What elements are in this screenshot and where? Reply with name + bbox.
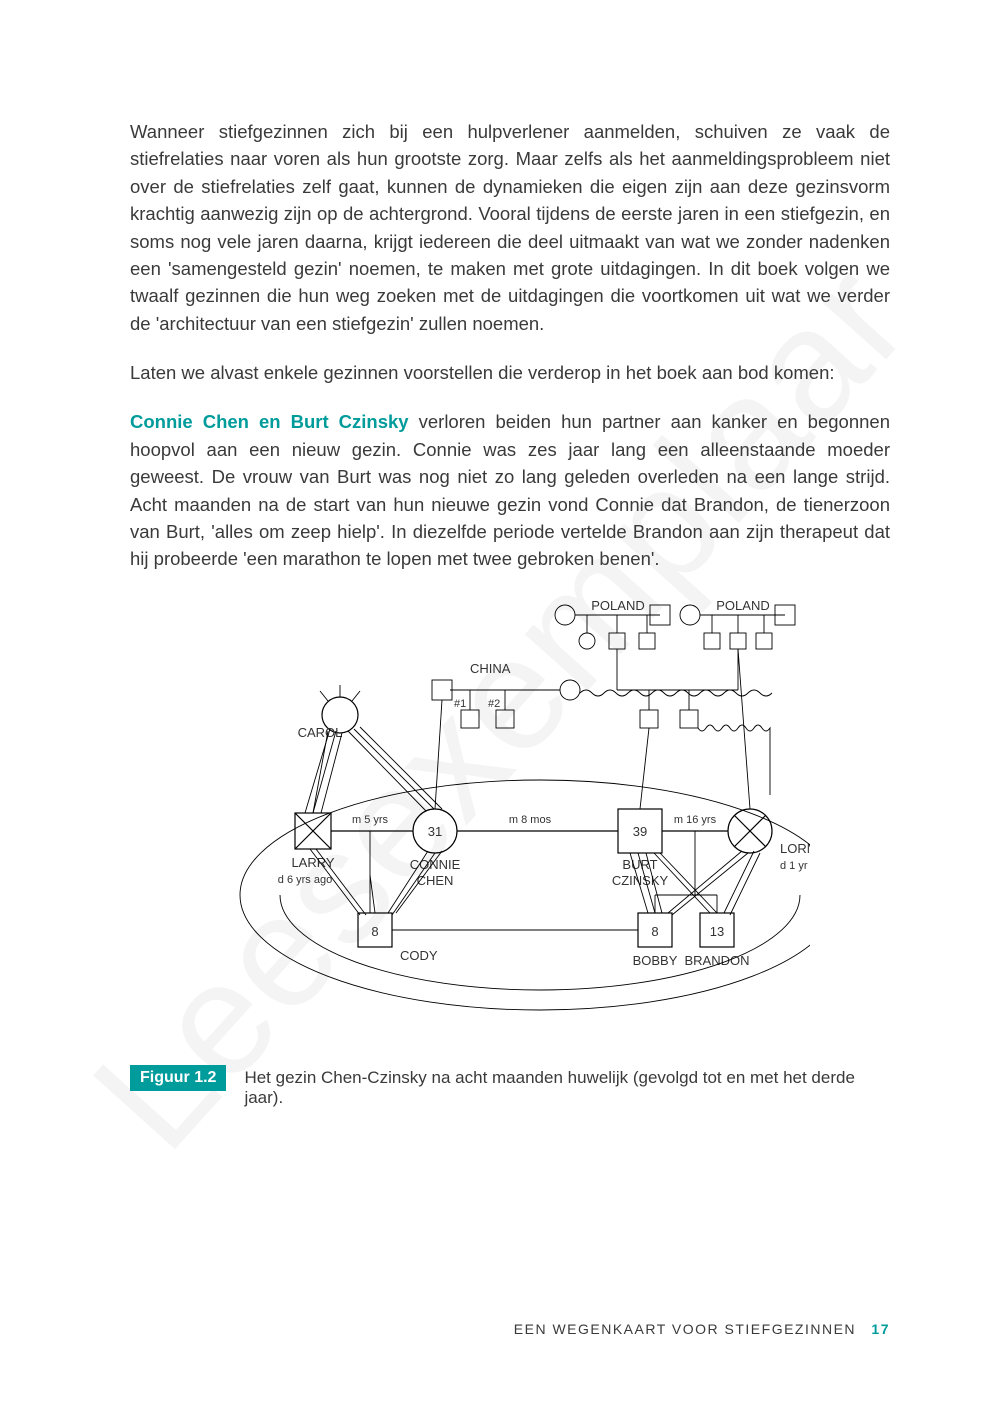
label-poland2: POLAND: [716, 598, 769, 613]
footer-title: EEN WEGENKAART VOOR STIEFGEZINNEN: [514, 1321, 856, 1337]
label-m5: m 5 yrs: [352, 814, 389, 826]
genogram-figure: POLAND POLAND: [210, 595, 810, 1025]
label-brandon: BRANDON: [684, 953, 749, 968]
label-larry-sub: d 6 yrs ago: [278, 874, 332, 886]
label-m16: m 16 yrs: [674, 814, 717, 826]
label-age13: 13: [710, 924, 724, 939]
paragraph-3: Connie Chen en Burt Czinsky verloren bei…: [130, 408, 890, 572]
label-bobby: BOBBY: [633, 953, 678, 968]
label-larry: LARRY: [291, 855, 334, 870]
label-china: CHINA: [470, 661, 511, 676]
page: Leesexemplaar Wanneer stiefgezinnen zich…: [0, 0, 1000, 1412]
page-footer: EEN WEGENKAART VOOR STIEFGEZINNEN 17: [514, 1321, 890, 1337]
label-age8b: 8: [651, 924, 658, 939]
label-num2: #2: [488, 698, 500, 710]
figure-caption: Het gezin Chen-Czinsky na acht maanden h…: [244, 1065, 890, 1108]
genogram-svg: POLAND POLAND: [210, 595, 810, 1025]
label-num1: #1: [454, 698, 466, 710]
label-age31: 31: [428, 824, 442, 839]
paragraph-1: Wanneer stiefgezinnen zich bij een hulpv…: [130, 118, 890, 337]
label-cody: CODY: [400, 948, 438, 963]
paragraph-3-rest: verloren beiden hun partner aan kanker e…: [130, 411, 890, 569]
paragraph-3-lead: Connie Chen en Burt Czinsky: [130, 411, 409, 432]
content-area: Wanneer stiefgezinnen zich bij een hulpv…: [130, 118, 890, 1108]
label-age39: 39: [633, 824, 647, 839]
label-poland1: POLAND: [591, 598, 644, 613]
label-lorna: LORNA: [780, 841, 810, 856]
figure-caption-row: Figuur 1.2 Het gezin Chen-Czinsky na ach…: [130, 1065, 890, 1108]
label-chen: CHEN: [417, 873, 454, 888]
label-m8m: m 8 mos: [509, 814, 552, 826]
figure-badge: Figuur 1.2: [130, 1065, 226, 1091]
footer-page-number: 17: [871, 1321, 890, 1337]
label-lorna-sub: d 1 yr ago: [780, 860, 810, 872]
label-connie: CONNIE: [410, 857, 461, 872]
paragraph-2: Laten we alvast enkele gezinnen voorstel…: [130, 359, 890, 386]
label-age8a: 8: [371, 924, 378, 939]
